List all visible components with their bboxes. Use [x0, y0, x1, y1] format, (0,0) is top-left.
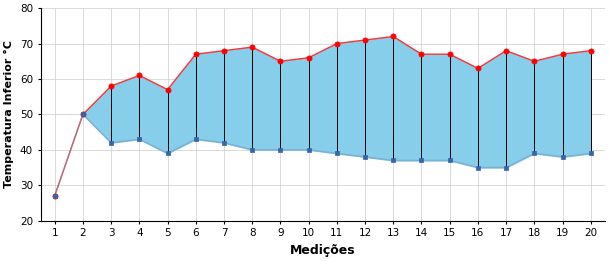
Point — [445, 158, 454, 163]
Point — [135, 137, 144, 141]
Point — [135, 73, 144, 78]
Point — [360, 155, 370, 159]
Point — [191, 52, 200, 56]
Point — [304, 148, 314, 152]
Point — [275, 59, 285, 63]
Point — [501, 49, 511, 53]
Point — [529, 151, 539, 156]
X-axis label: Medições: Medições — [290, 244, 356, 257]
Point — [304, 56, 314, 60]
Point — [219, 49, 229, 53]
Point — [163, 151, 172, 156]
Point — [247, 45, 257, 49]
Point — [473, 165, 483, 170]
Point — [360, 38, 370, 42]
Point — [50, 194, 60, 198]
Point — [529, 59, 539, 63]
Point — [247, 148, 257, 152]
Point — [106, 141, 116, 145]
Point — [78, 112, 88, 116]
Point — [586, 151, 596, 156]
Point — [389, 158, 398, 163]
Point — [417, 52, 426, 56]
Point — [558, 52, 568, 56]
Point — [417, 158, 426, 163]
Point — [586, 49, 596, 53]
Point — [445, 52, 454, 56]
Point — [332, 151, 342, 156]
Point — [106, 84, 116, 88]
Point — [50, 194, 60, 198]
Point — [332, 41, 342, 46]
Point — [501, 165, 511, 170]
Y-axis label: Temperatura Inferior °C: Temperatura Inferior °C — [4, 40, 14, 188]
Point — [219, 141, 229, 145]
Point — [163, 87, 172, 92]
Point — [78, 112, 88, 116]
Point — [191, 137, 200, 141]
Point — [473, 66, 483, 70]
Point — [389, 34, 398, 39]
Point — [558, 155, 568, 159]
Point — [275, 148, 285, 152]
